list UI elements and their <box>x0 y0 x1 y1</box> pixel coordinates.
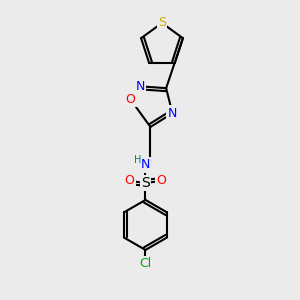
Text: S: S <box>141 176 150 190</box>
Text: O: O <box>126 93 136 106</box>
Text: O: O <box>157 174 166 188</box>
Text: O: O <box>124 174 134 188</box>
Text: H: H <box>134 155 141 165</box>
Text: S: S <box>158 16 166 29</box>
Text: N: N <box>168 107 177 120</box>
Text: Cl: Cl <box>139 257 152 270</box>
Text: N: N <box>136 80 145 93</box>
Text: N: N <box>141 158 150 171</box>
